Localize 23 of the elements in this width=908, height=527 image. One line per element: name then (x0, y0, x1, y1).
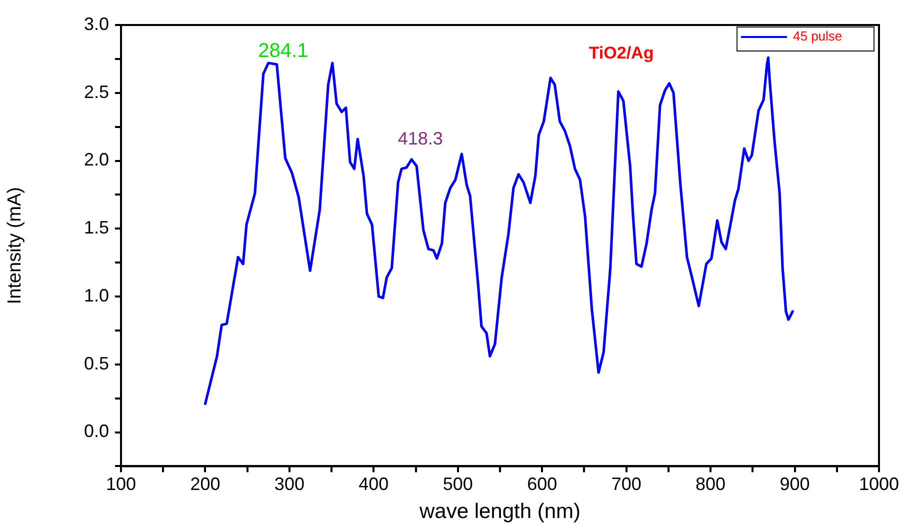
y-tick-label: 2.5 (84, 82, 109, 102)
annotation: 418.3 (398, 128, 443, 149)
y-tick-label: 1.0 (84, 285, 109, 306)
x-tick-label: 700 (611, 474, 642, 494)
x-tick-label: 500 (442, 474, 473, 494)
annotation: TiO2/Ag (588, 43, 654, 62)
x-tick-label: 300 (274, 474, 304, 494)
y-tick-label: 3.0 (84, 14, 109, 34)
y-axis-title: Intensity (mA) (4, 187, 26, 304)
y-tick-label: 0.5 (84, 353, 109, 374)
x-tick-label: 200 (190, 474, 220, 494)
x-tick-label: 100 (106, 474, 136, 494)
x-tick-label: 800 (696, 474, 726, 494)
x-tick-label: 900 (780, 474, 810, 494)
y-tick-label: 1.5 (84, 218, 109, 238)
y-tick-label: 0.0 (84, 421, 109, 442)
annotation: 284.1 (258, 40, 308, 62)
legend-label: 45 pulse (793, 28, 842, 44)
x-tick-label: 600 (527, 474, 558, 494)
x-tick-label: 400 (358, 474, 389, 494)
y-tick-label: 2.0 (84, 150, 109, 170)
x-tick-label: 1000 (858, 474, 900, 494)
x-axis-title: wave length (nm) (418, 500, 581, 524)
